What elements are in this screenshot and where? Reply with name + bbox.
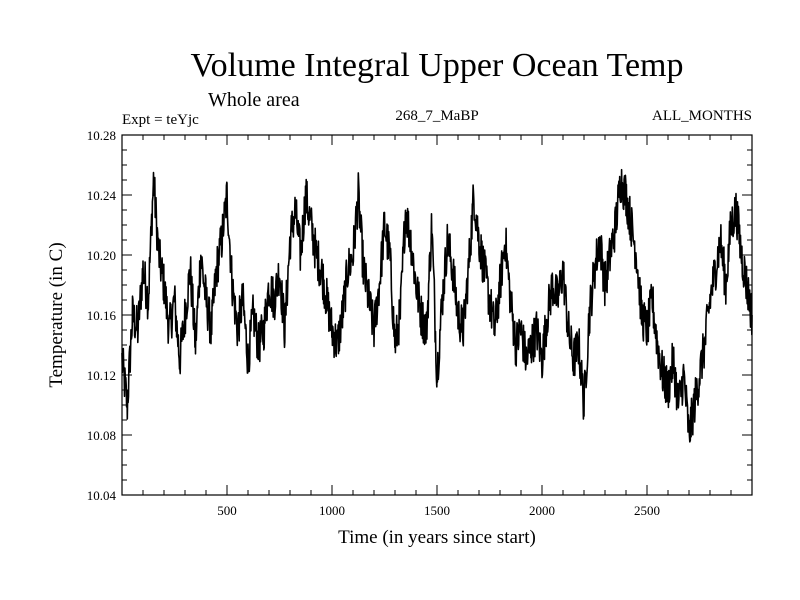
y-tick-label: 10.28: [87, 128, 116, 143]
y-tick-label: 10.16: [87, 308, 117, 323]
x-tick-label: 2000: [529, 503, 555, 518]
x-axis-ticks: 500 1000 1500 2000 2500: [142, 135, 732, 518]
x-tick-label: 500: [217, 503, 237, 518]
y-tick-label: 10.20: [87, 248, 116, 263]
temperature-series-line: [121, 168, 753, 443]
y-tick-label: 10.24: [87, 188, 117, 203]
plot-frame: [121, 134, 753, 496]
x-tick-label: 2500: [634, 503, 660, 518]
y-axis-ticks: 10.04 10.08 10.12 10.16 10.20 10.24 10.28: [87, 128, 752, 503]
months-label: ALL_MONTHS: [652, 108, 752, 124]
y-tick-label: 10.04: [87, 488, 117, 503]
x-tick-label: 1500: [424, 503, 450, 518]
run-label: 268_7_MaBP: [395, 108, 478, 124]
chart-subtitle: Whole area: [208, 89, 300, 111]
experiment-label: Expt = teYjc: [122, 112, 199, 128]
y-axis-label: Temperature (in C): [46, 242, 67, 387]
x-tick-label: 1000: [319, 503, 345, 518]
chart-title: Volume Integral Upper Ocean Temp: [191, 47, 684, 84]
y-tick-label: 10.08: [87, 428, 116, 443]
y-tick-label: 10.12: [87, 368, 116, 383]
x-axis-label: Time (in years since start): [338, 527, 536, 548]
